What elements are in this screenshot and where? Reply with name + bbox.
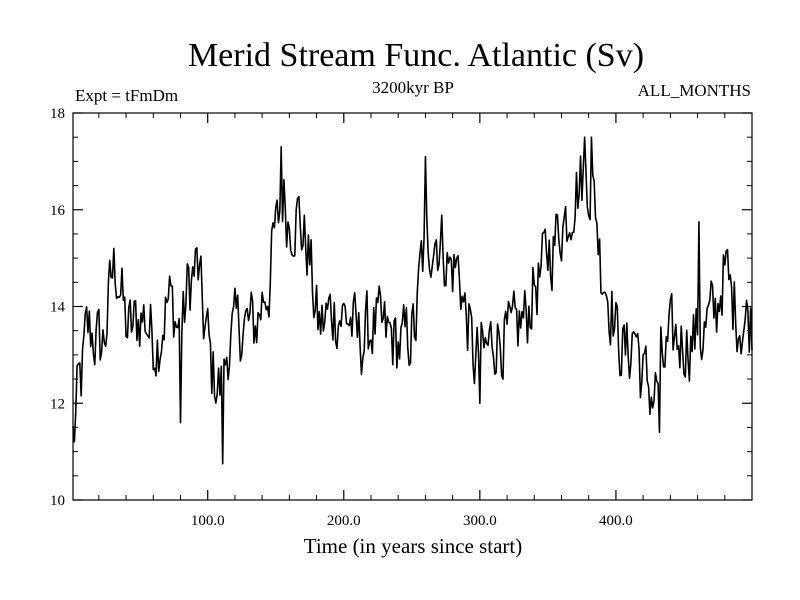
experiment-label: Expt = tFmDm (75, 86, 178, 105)
y-tick-label: 10 (50, 493, 65, 509)
chart-title: Merid Stream Func. Atlantic (Sv) (188, 37, 644, 74)
y-tick-label: 18 (50, 106, 65, 122)
y-tick-label: 14 (50, 300, 66, 316)
y-tick-label: 12 (50, 396, 65, 412)
plot-area (72, 112, 753, 501)
x-axis-label: Time (in years since start) (304, 534, 523, 558)
series-line (72, 136, 753, 465)
x-tick-label: 400.0 (599, 513, 633, 529)
y-tick-label: 16 (50, 203, 66, 219)
axis-ticks: 10 12 14 16 18 100.0 200.0 300.0 400.0 (50, 106, 752, 529)
period-label: 3200kyr BP (372, 78, 454, 97)
x-tick-label: 200.0 (327, 513, 361, 529)
x-tick-label: 300.0 (463, 513, 497, 529)
months-label: ALL_MONTHS (638, 81, 751, 100)
x-tick-label: 100.0 (191, 513, 225, 529)
